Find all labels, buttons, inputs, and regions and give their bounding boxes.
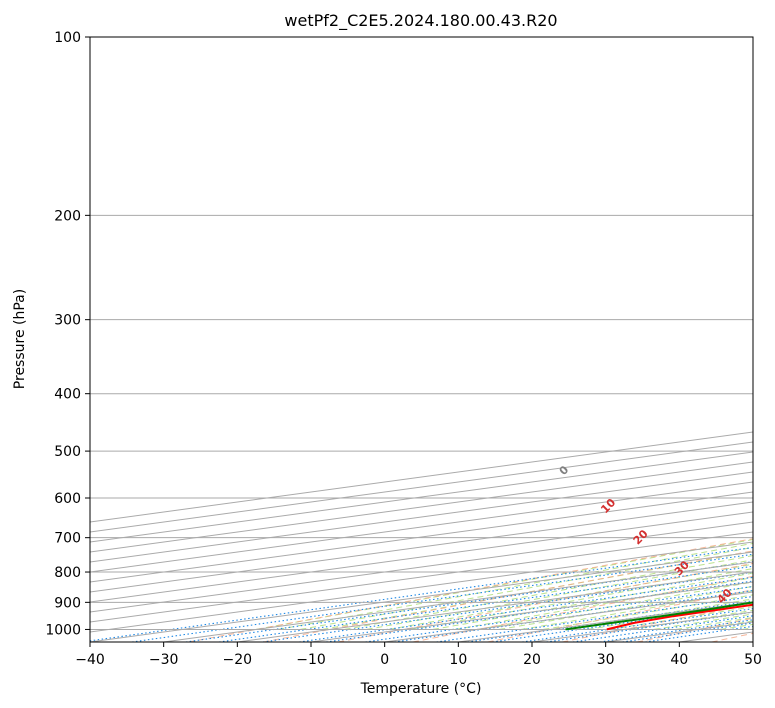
x-tick-label: 20 (523, 652, 541, 668)
x-tick-label: −30 (149, 652, 179, 668)
dry-adiabat-line (338, 562, 753, 642)
mixing-ratio-line (522, 608, 753, 642)
moist-adiabat-line (477, 581, 753, 630)
moist-adiabat-line (300, 546, 753, 630)
isotherm-line (90, 461, 753, 553)
moist-adiabat-line (388, 563, 753, 630)
x-tick-label: −10 (296, 652, 326, 668)
y-tick-label: 100 (54, 30, 81, 46)
isotherm-line (90, 501, 753, 593)
x-axis: −40 −30 −20 −10 0 10 20 30 40 50 (75, 642, 762, 668)
dry-adiabat-line (412, 575, 753, 642)
background-lines (90, 431, 753, 642)
x-tick-label: −40 (75, 652, 105, 668)
y-tick-label: 900 (54, 595, 81, 611)
isotherm-line (90, 471, 753, 563)
isotherm-line (90, 531, 753, 623)
isotherm-line (90, 451, 753, 543)
isotherm-line (90, 481, 753, 573)
y-tick-label: 200 (54, 208, 81, 224)
y-tick-label: 500 (54, 444, 81, 460)
y-tick-label: 400 (54, 387, 81, 403)
x-tick-label: −20 (223, 652, 253, 668)
y-tick-label: 800 (54, 565, 81, 581)
x-tick-label: 0 (380, 652, 389, 668)
isotherm-line (90, 491, 753, 583)
y-tick-label: 700 (54, 531, 81, 547)
y-tick-label: 600 (54, 491, 81, 507)
chart-title: wetPf2_C2E5.2024.180.00.43.R20 (284, 11, 557, 31)
plot-frame (89, 36, 754, 643)
mixing-ratio-line (436, 595, 753, 642)
isotherm-line (90, 521, 753, 613)
dry-adiabat-line (188, 538, 753, 642)
mixing-ratio-line (90, 546, 753, 642)
x-tick-label: 50 (744, 652, 762, 668)
y-axis: 100 200 300 400 500 600 700 800 900 1000 (45, 30, 90, 638)
y-tick-label: 1000 (45, 622, 81, 638)
x-tick-label: 40 (670, 652, 688, 668)
x-tick-label: 30 (597, 652, 615, 668)
moist-adiabat-line (432, 572, 753, 630)
isotherm-line (90, 511, 753, 603)
y-axis-label: Pressure (hPa) (12, 289, 28, 389)
x-tick-label: 10 (449, 652, 467, 668)
y-tick-label: 300 (54, 313, 81, 329)
x-axis-label: Temperature (°C) (360, 681, 482, 697)
mixing-ratio-line (131, 553, 753, 642)
